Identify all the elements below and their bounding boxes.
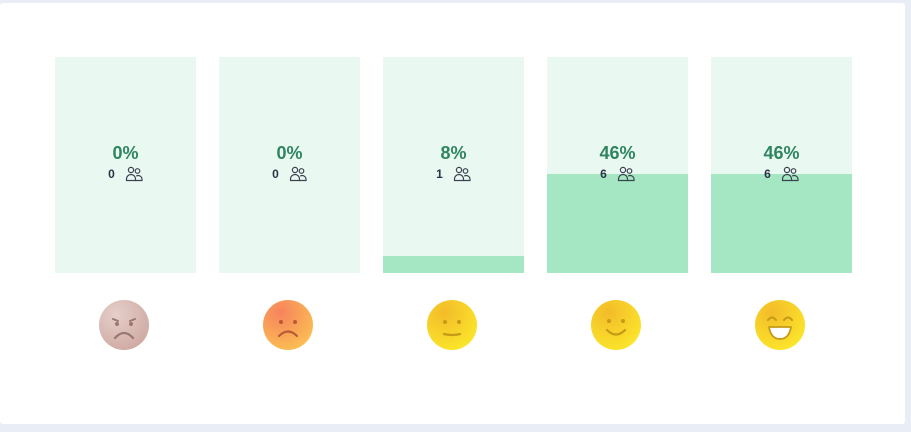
percent-label: 46% [763,143,800,163]
rating-bar: 0% 0 [219,57,360,273]
respondent-count: 6 [764,167,771,181]
rating-bar: 46% 6 [711,57,852,273]
frown-face-icon [263,300,313,350]
respondent-count: 0 [272,167,279,181]
people-icon [289,166,307,182]
percent-label: 0% [276,143,303,163]
rating-bar-fill [383,255,524,273]
rating-column-unhappy: 0% 0 [219,57,360,350]
respondent-count: 6 [600,167,607,181]
people-icon [781,166,799,182]
percent-label: 8% [440,143,467,163]
rating-distribution-card: 0% 0 [0,3,905,424]
rating-label: 0% 0 [55,143,196,182]
rating-label: 46% 6 [711,143,852,182]
rating-bar-fill [547,173,688,273]
sad-face-icon [99,300,149,350]
smile-face-icon [591,300,641,350]
respondent-count: 1 [436,167,443,181]
rating-label: 8% 1 [383,143,524,182]
rating-column-very-happy: 46% 6 [711,57,852,350]
percent-label: 46% [599,143,636,163]
rating-bar: 46% 6 [547,57,688,273]
rating-column-neutral: 8% 1 [383,57,524,350]
rating-label: 0% 0 [219,143,360,182]
rating-bar: 8% 1 [383,57,524,273]
people-icon [617,166,635,182]
rating-column-happy: 46% 6 [547,57,688,350]
rating-label: 46% 6 [547,143,688,182]
rating-bar: 0% 0 [55,57,196,273]
rating-column-very-unhappy: 0% 0 [55,57,196,350]
respondent-count: 0 [108,167,115,181]
people-icon [453,166,471,182]
people-icon [125,166,143,182]
percent-label: 0% [112,143,139,163]
rating-bar-fill [711,173,852,273]
neutral-face-icon [427,300,477,350]
big-smile-face-icon [755,300,805,350]
